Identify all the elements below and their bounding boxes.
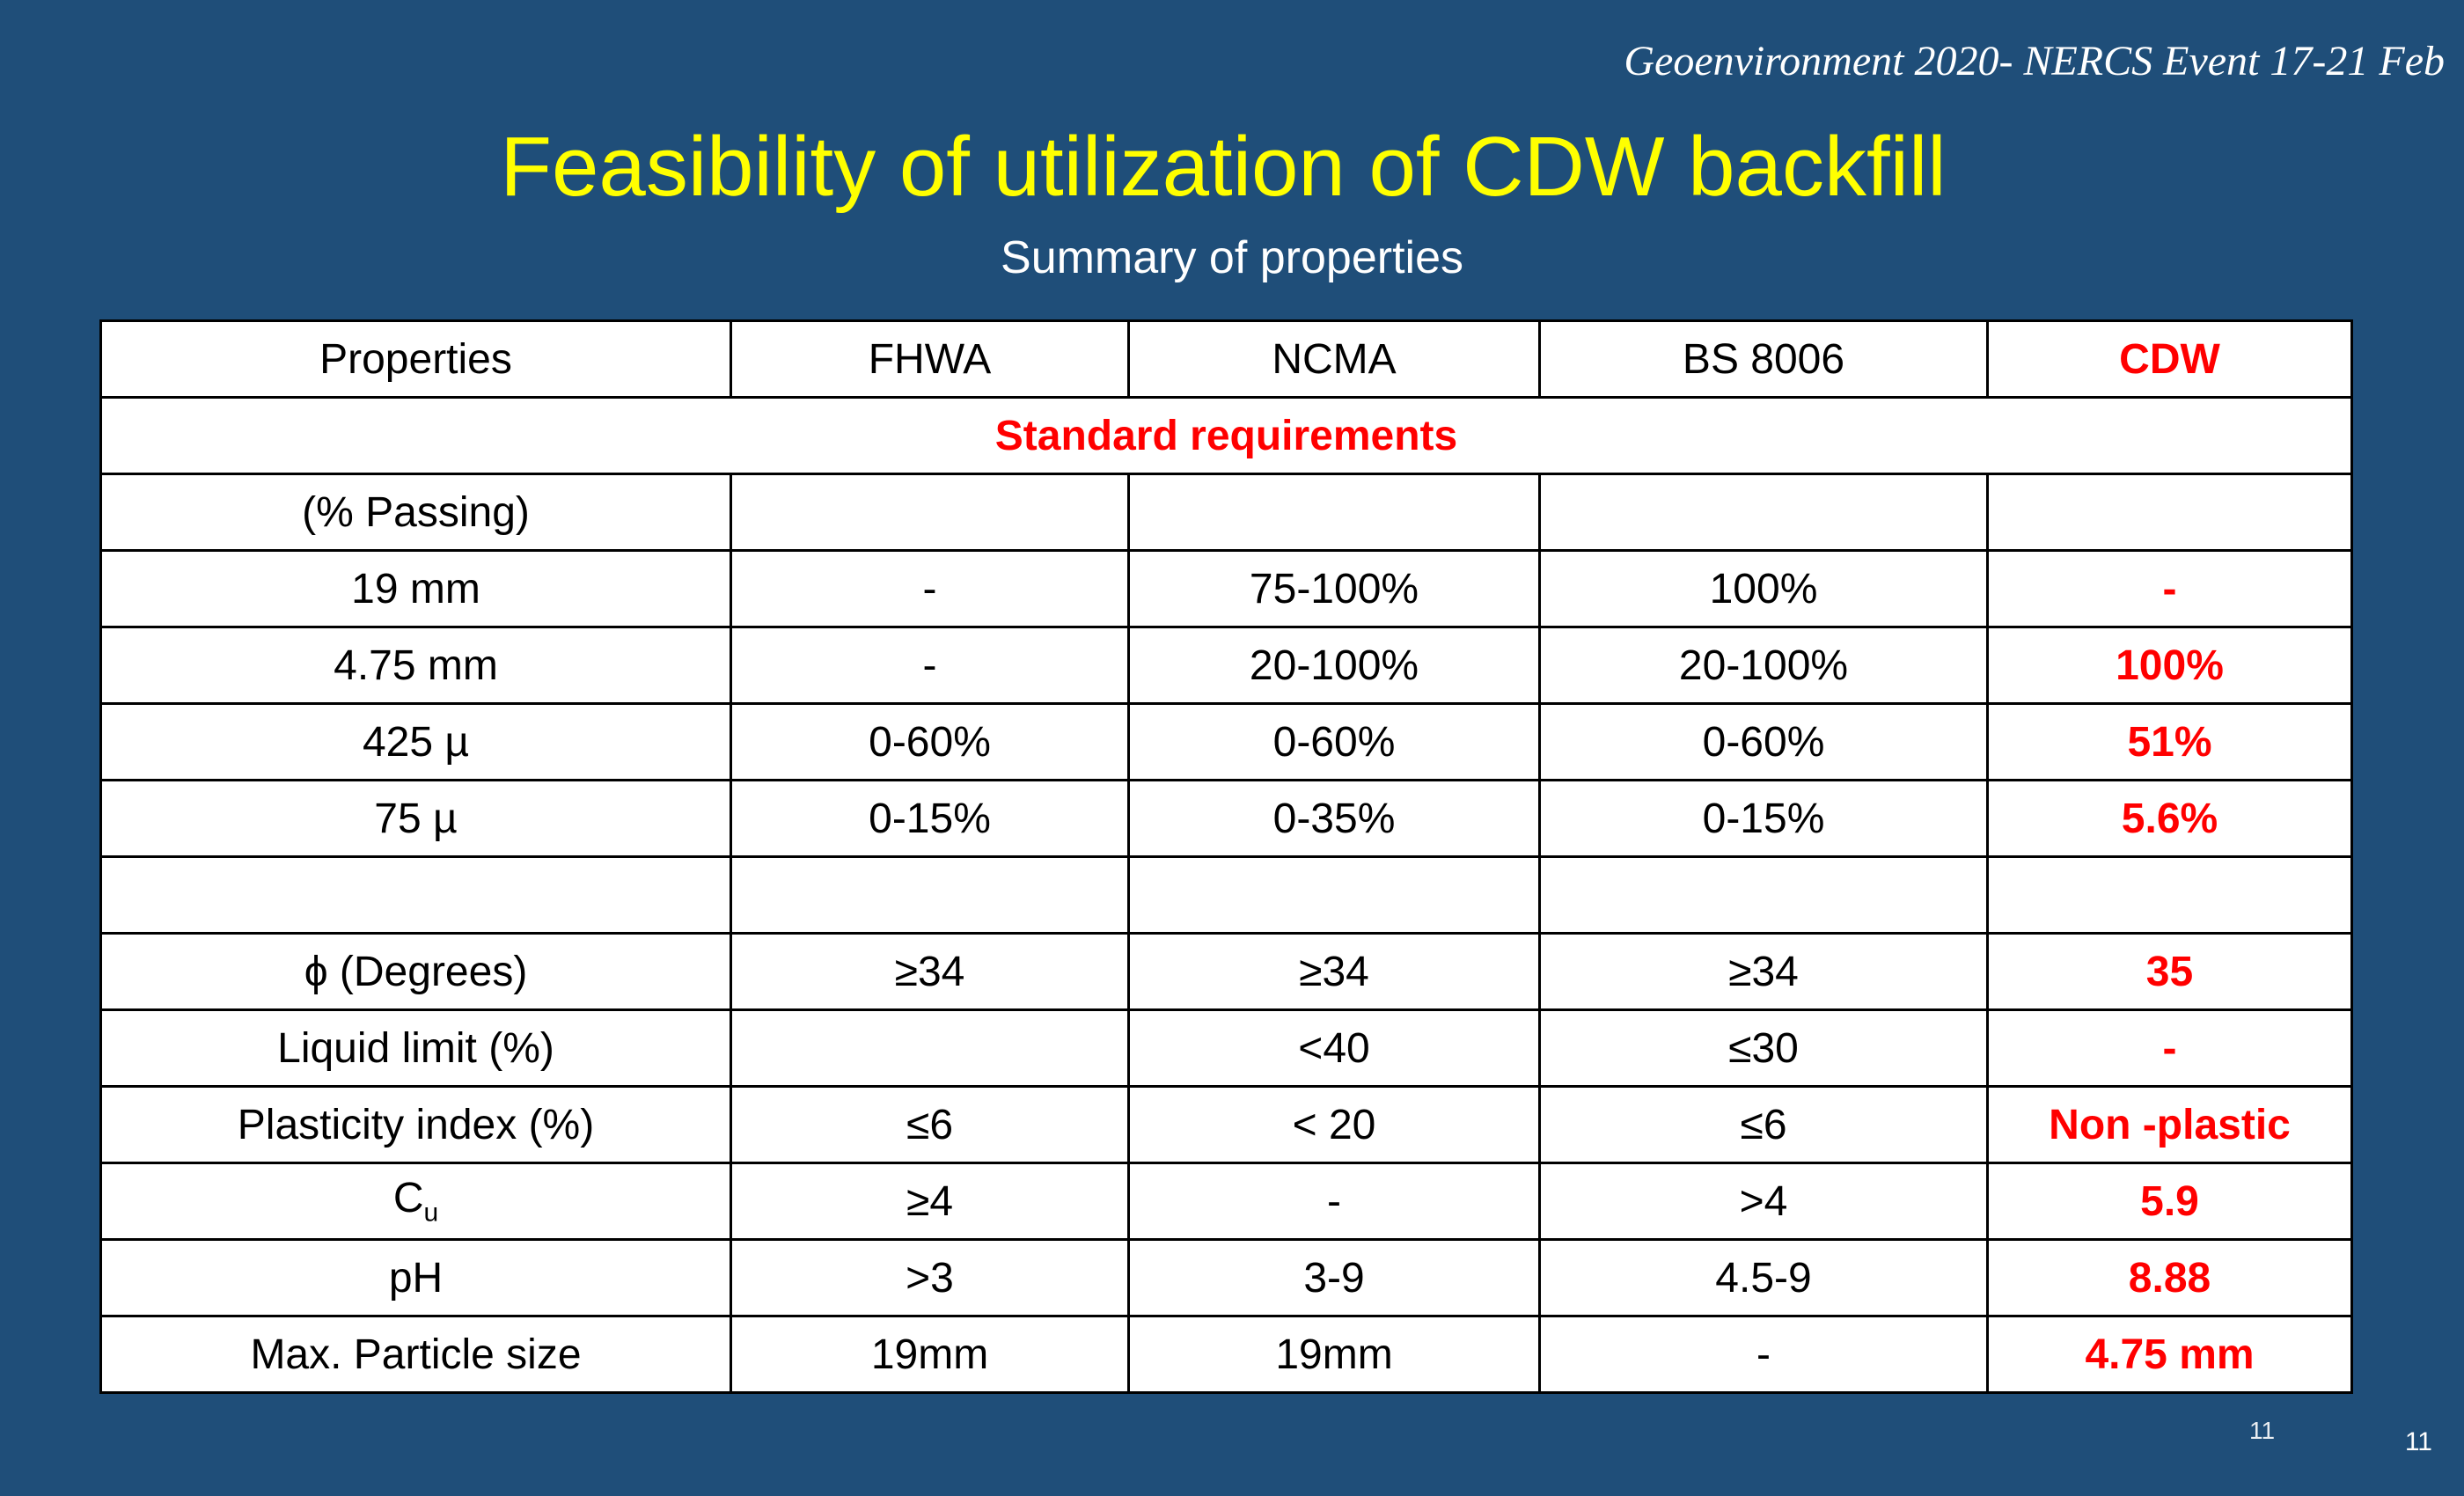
cell-fhwa: - (730, 549, 1130, 628)
column-header-properties: Properties (99, 319, 732, 399)
slide-subtitle: Summary of properties (1001, 232, 1463, 283)
cell-bs8006: 0-15% (1538, 779, 1989, 858)
cell-bs8006: 4.5-9 (1538, 1238, 1989, 1317)
cell-cdw: 5.9 (1986, 1162, 2353, 1241)
slide-title-text: Feasibility of utilization of CDW backfi… (500, 120, 1947, 214)
cell-bs8006: ≤30 (1538, 1008, 1989, 1088)
cell-fhwa: 0-15% (730, 779, 1130, 858)
cell-cdw: 51% (1986, 702, 2353, 781)
cell-bs8006 (1538, 855, 1989, 935)
column-header-bs8006: BS 8006 (1538, 319, 1989, 399)
cell-fhwa: ≥34 (730, 932, 1130, 1011)
cell-ncma: 19mm (1127, 1315, 1541, 1394)
cell-ncma: 20-100% (1127, 626, 1541, 705)
table-row: Cu ≥4 - >4 5.9 (99, 1162, 2353, 1241)
cell-property: Liquid limit (%) (99, 1008, 732, 1088)
section-row: Standard requirements (99, 396, 2353, 475)
table-row: Plasticity index (%) ≤6 < 20 ≤6 Non -pla… (99, 1085, 2353, 1164)
table-row: 19 mm - 75-100% 100% - (99, 549, 2353, 628)
cell-property: (% Passing) (99, 473, 732, 552)
cell-cdw: 100% (1986, 626, 2353, 705)
cell-ncma: 3-9 (1127, 1238, 1541, 1317)
cell-property: 425 µ (99, 702, 732, 781)
cell-property: 19 mm (99, 549, 732, 628)
cell-bs8006: 20-100% (1538, 626, 1989, 705)
column-header-ncma: NCMA (1127, 319, 1541, 399)
cell-ncma: <40 (1127, 1008, 1541, 1088)
cell-property (99, 855, 732, 935)
cell-fhwa: 0-60% (730, 702, 1130, 781)
cell-bs8006: ≥34 (1538, 932, 1989, 1011)
cell-fhwa: ≤6 (730, 1085, 1130, 1164)
cell-fhwa (730, 473, 1130, 552)
table-row: (% Passing) (99, 473, 2353, 552)
cell-ncma: 0-60% (1127, 702, 1541, 781)
cell-ncma: ≥34 (1127, 932, 1541, 1011)
table-row: 425 µ 0-60% 0-60% 0-60% 51% (99, 702, 2353, 781)
cell-property-subscript: u (423, 1198, 439, 1228)
table-row: 75 µ 0-15% 0-35% 0-15% 5.6% (99, 779, 2353, 858)
cell-cdw: 5.6% (1986, 779, 2353, 858)
cell-property: ϕ (Degrees) (99, 932, 732, 1011)
cell-cdw: 35 (1986, 932, 2353, 1011)
cell-property: Plasticity index (%) (99, 1085, 732, 1164)
cell-property: Cu (99, 1162, 732, 1241)
cell-ncma: 75-100% (1127, 549, 1541, 628)
cell-bs8006: ≤6 (1538, 1085, 1989, 1164)
cell-cdw: - (1986, 1008, 2353, 1088)
cell-ncma (1127, 855, 1541, 935)
cell-cdw: Non -plastic (1986, 1085, 2353, 1164)
cell-property-base: C (392, 1175, 424, 1222)
table-row: ϕ (Degrees) ≥34 ≥34 ≥34 35 (99, 932, 2353, 1011)
cell-ncma: 0-35% (1127, 779, 1541, 858)
cell-bs8006: 0-60% (1538, 702, 1989, 781)
cell-property: Max. Particle size (99, 1315, 732, 1394)
cell-property: 75 µ (99, 779, 732, 858)
column-header-fhwa: FHWA (730, 319, 1130, 399)
cell-bs8006: 100% (1538, 549, 1989, 628)
slide-title: Feasibility of utilization of CDW backfi… (0, 119, 2464, 216)
cell-fhwa (730, 855, 1130, 935)
column-header-cdw: CDW (1986, 319, 2353, 399)
properties-table-container: Properties FHWA NCMA BS 8006 CDW Standar… (99, 319, 2353, 1394)
table-row: Max. Particle size 19mm 19mm - 4.75 mm (99, 1315, 2353, 1394)
cell-ncma: - (1127, 1162, 1541, 1241)
cell-cdw (1986, 855, 2353, 935)
page-number: 11 (2404, 1427, 2432, 1456)
cell-fhwa (730, 1008, 1130, 1088)
table-row: Liquid limit (%) <40 ≤30 - (99, 1008, 2353, 1088)
properties-table: Properties FHWA NCMA BS 8006 CDW Standar… (99, 319, 2353, 1394)
cell-cdw: - (1986, 549, 2353, 628)
cell-cdw (1986, 473, 2353, 552)
table-header-row: Properties FHWA NCMA BS 8006 CDW (99, 319, 2353, 399)
cell-fhwa: ≥4 (730, 1162, 1130, 1241)
cell-ncma (1127, 473, 1541, 552)
cell-cdw: 8.88 (1986, 1238, 2353, 1317)
table-row (99, 855, 2353, 935)
cell-fhwa: - (730, 626, 1130, 705)
cell-cdw: 4.75 mm (1986, 1315, 2353, 1394)
cell-ncma: < 20 (1127, 1085, 1541, 1164)
cell-property: 4.75 mm (99, 626, 732, 705)
cell-fhwa: 19mm (730, 1315, 1130, 1394)
table-row: 4.75 mm - 20-100% 20-100% 100% (99, 626, 2353, 705)
event-caption: Geoenvironment 2020- NERCS Event 17-21 F… (1624, 38, 2445, 84)
cell-property: pH (99, 1238, 732, 1317)
page-number-overlay: 11 (2249, 1417, 2276, 1444)
table-row: pH >3 3-9 4.5-9 8.88 (99, 1238, 2353, 1317)
section-label: Standard requirements (99, 396, 2353, 475)
cell-bs8006: - (1538, 1315, 1989, 1394)
cell-bs8006: >4 (1538, 1162, 1989, 1241)
cell-fhwa: >3 (730, 1238, 1130, 1317)
cell-bs8006 (1538, 473, 1989, 552)
